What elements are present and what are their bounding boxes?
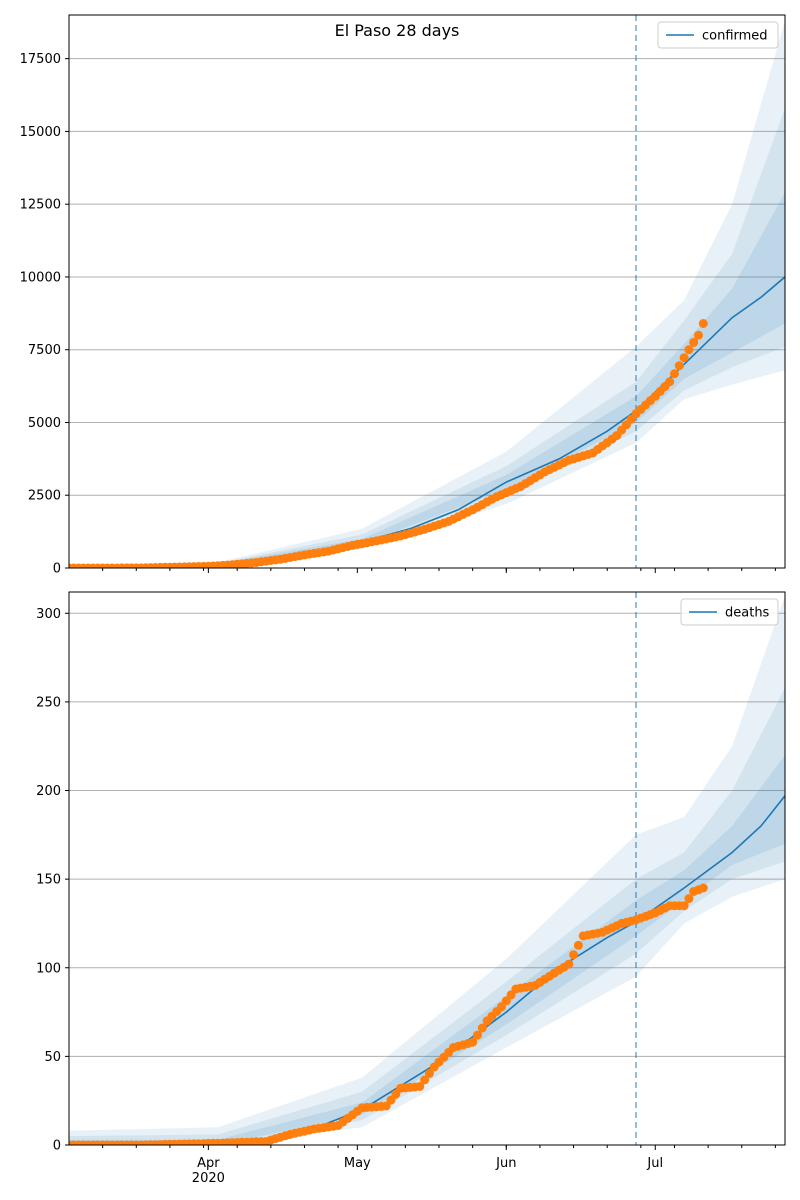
figure-title: El Paso 28 days	[335, 21, 460, 40]
y-tick-label: 7500	[28, 343, 61, 358]
axes-frame	[68, 14, 786, 569]
observed-point	[698, 883, 708, 893]
band-outer	[69, 595, 785, 1145]
band-inner	[69, 192, 785, 568]
band-outer	[69, 20, 785, 568]
y-tick-label: 5000	[28, 416, 61, 431]
legend-box	[657, 21, 779, 49]
x-tick-sublabel: 2020	[192, 1171, 225, 1186]
legend-label: deaths	[725, 606, 770, 621]
y-tick-label: 15000	[20, 125, 61, 140]
observed-point	[684, 345, 694, 355]
observed-point	[477, 1023, 487, 1033]
y-tick-label: 17500	[20, 52, 61, 67]
x-tick-label: Jul	[646, 1156, 663, 1171]
y-tick-label: 50	[44, 1050, 61, 1065]
y-tick-label: 300	[36, 607, 61, 622]
x-tick-label: Jun	[495, 1156, 516, 1171]
y-tick-label: 10000	[20, 270, 61, 285]
observed-point	[564, 959, 574, 969]
observed-point	[573, 940, 583, 950]
confirmed-panel: 0 2500 5000 7500 10000 12500 15000 17500 confirm…	[20, 14, 786, 577]
y-tick-label: 100	[36, 961, 61, 976]
axes-frame	[68, 591, 786, 1146]
observed-point	[468, 1037, 478, 1047]
observed-point	[694, 330, 703, 340]
y-tick-label: 250	[36, 695, 61, 710]
y-tick-label: 0	[53, 562, 61, 577]
x-tick-label: Apr	[197, 1156, 220, 1171]
y-tick-label: 12500	[20, 198, 61, 213]
observed-point	[679, 901, 689, 911]
y-tick-label: 150	[36, 873, 61, 888]
band-inner	[69, 755, 785, 1145]
observed-point	[698, 319, 708, 328]
plot-area	[69, 592, 785, 1145]
observed-point	[674, 361, 684, 371]
plot-area	[69, 15, 785, 568]
observed-point	[415, 1082, 425, 1091]
observed-point	[473, 1030, 482, 1040]
observed-point	[670, 369, 679, 379]
observed-point	[679, 353, 689, 363]
observed-point	[569, 950, 579, 960]
observed-point	[689, 337, 699, 347]
observed-point	[497, 1002, 506, 1012]
legend-label: confirmed	[702, 29, 768, 44]
y-tick-label: 2500	[28, 489, 61, 504]
observed-point	[420, 1075, 430, 1085]
observed-point	[424, 1069, 434, 1078]
observed-point	[665, 377, 675, 387]
legend-box	[680, 598, 779, 626]
x-tick-label: May	[344, 1156, 371, 1171]
y-tick-label: 0	[53, 1139, 61, 1154]
observed-point	[684, 894, 694, 904]
y-tick-label: 200	[36, 784, 61, 799]
